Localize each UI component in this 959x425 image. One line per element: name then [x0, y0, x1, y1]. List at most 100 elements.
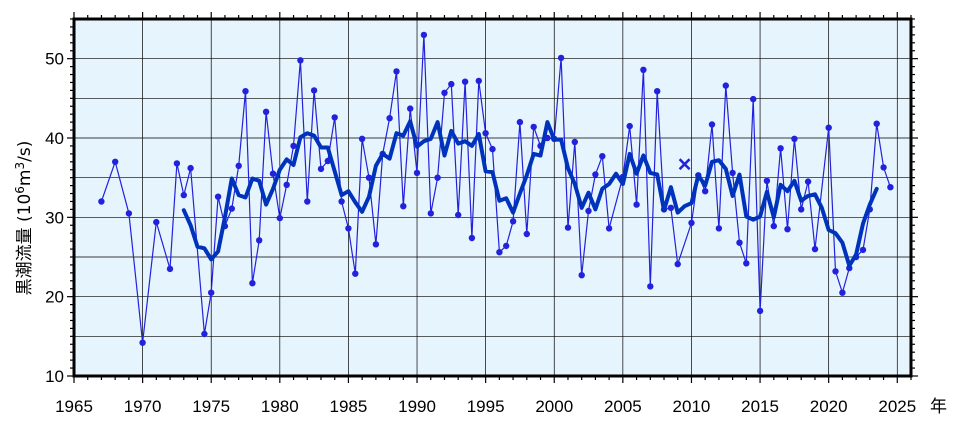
raw-data-point: [585, 207, 592, 215]
raw-data-point: [256, 237, 263, 244]
y-tick-label: 50: [45, 50, 64, 69]
raw-data-point: [331, 114, 338, 121]
raw-data-point: [139, 339, 146, 346]
x-tick-label: 2015: [741, 397, 779, 416]
raw-data-point: [208, 289, 215, 296]
x-tick-label: 2010: [673, 397, 711, 416]
raw-data-point: [564, 224, 572, 231]
raw-data-point: [750, 95, 757, 103]
raw-data-point: [262, 108, 270, 116]
raw-data-point: [269, 170, 277, 177]
raw-data-point: [887, 184, 894, 191]
raw-data-point: [688, 219, 695, 227]
raw-data-point: [386, 115, 393, 122]
raw-data-point: [592, 171, 599, 178]
raw-data-point: [667, 204, 675, 211]
raw-data-point: [249, 280, 256, 287]
raw-data-point: [557, 54, 565, 62]
raw-data-point: [153, 218, 160, 226]
raw-data-point: [455, 211, 462, 219]
raw-data-point: [482, 130, 489, 137]
raw-data-point: [784, 226, 791, 233]
raw-data-point: [235, 162, 242, 169]
raw-data-point: [187, 164, 194, 172]
raw-data-point: [647, 283, 654, 290]
raw-data-point: [393, 68, 400, 75]
raw-data-point: [496, 249, 503, 256]
raw-data-point: [873, 120, 880, 127]
raw-data-point: [98, 198, 105, 205]
raw-data-point: [242, 88, 249, 95]
y-axis-title-exp1: 6: [13, 186, 27, 194]
raw-data-point: [578, 272, 585, 279]
raw-data-point: [317, 165, 325, 173]
special-marker-stroke-2: [678, 158, 691, 171]
raw-data-point: [214, 193, 222, 200]
raw-data-point: [654, 88, 661, 95]
raw-data-point: [825, 124, 832, 131]
raw-data-point: [605, 225, 613, 232]
plot-background: [74, 19, 911, 376]
y-axis-title-main: 黒潮流量 (10: [15, 194, 35, 296]
raw-data-point: [715, 225, 723, 232]
raw-data-point: [832, 268, 839, 275]
raw-data-point: [461, 78, 469, 85]
raw-data-point: [708, 121, 716, 128]
raw-data-point: [489, 145, 496, 153]
x-tick-label: 2000: [535, 397, 573, 416]
raw-data-point: [880, 164, 887, 171]
raw-data-point: [304, 198, 311, 205]
x-tick-label: 2005: [604, 397, 642, 416]
raw-data-point: [743, 260, 750, 267]
plot-frame: [67, 12, 918, 383]
raw-data-point: [276, 214, 283, 222]
raw-data-point: [811, 245, 819, 253]
raw-data-point: [791, 135, 798, 142]
raw-data-point: [756, 307, 764, 315]
raw-data-point: [166, 265, 174, 273]
raw-data-point: [804, 178, 812, 185]
raw-data-point: [407, 105, 414, 112]
raw-data-point: [640, 66, 647, 74]
raw-data-point: [413, 169, 421, 177]
x-tick-label: 1985: [330, 397, 368, 416]
raw-data-point: [777, 145, 784, 152]
raw-data-point: [427, 210, 434, 217]
raw-data-point: [633, 201, 640, 208]
x-tick-label: 1965: [55, 397, 93, 416]
raw-data-point: [475, 77, 482, 85]
x-tick-label: 1995: [467, 397, 505, 416]
raw-data-point: [509, 218, 517, 225]
raw-data-point: [290, 142, 297, 150]
raw-data-point: [400, 203, 407, 210]
raw-data-point: [125, 210, 133, 217]
raw-data-point: [112, 158, 119, 165]
smoothed-series-line: [181, 119, 879, 268]
raw-data-point: [420, 31, 428, 39]
raw-data-point: [599, 153, 606, 160]
raw-data-point: [763, 177, 771, 184]
raw-data-point: [173, 160, 181, 167]
raw-data-point: [372, 241, 380, 248]
x-tick-label: 1980: [261, 397, 299, 416]
raw-data-point: [283, 181, 290, 188]
raw-data-point: [503, 242, 510, 250]
raw-data-point: [798, 206, 805, 213]
plot-border: [72, 17, 913, 378]
raw-data-point: [530, 123, 537, 131]
raw-data-point: [729, 169, 736, 177]
raw-data-point: [297, 57, 304, 64]
raw-data-point: [201, 330, 208, 338]
raw-data-point: [468, 234, 476, 242]
x-tick-label: 1975: [192, 397, 230, 416]
raw-data-point: [352, 270, 359, 277]
raw-data-point: [345, 225, 352, 232]
raw-data-point: [338, 198, 345, 205]
raw-data-point: [571, 138, 578, 146]
raw-data-point: [839, 289, 846, 296]
y-axis-title: 黒潮流量 (106m3/s): [13, 141, 35, 296]
x-axis-ticks: 1965 1970 1975 1980 1985 1990 1995 2000 2005 2010…: [55, 397, 916, 416]
y-axis-title-tail: /s): [15, 141, 35, 162]
raw-data-point: [228, 205, 235, 212]
